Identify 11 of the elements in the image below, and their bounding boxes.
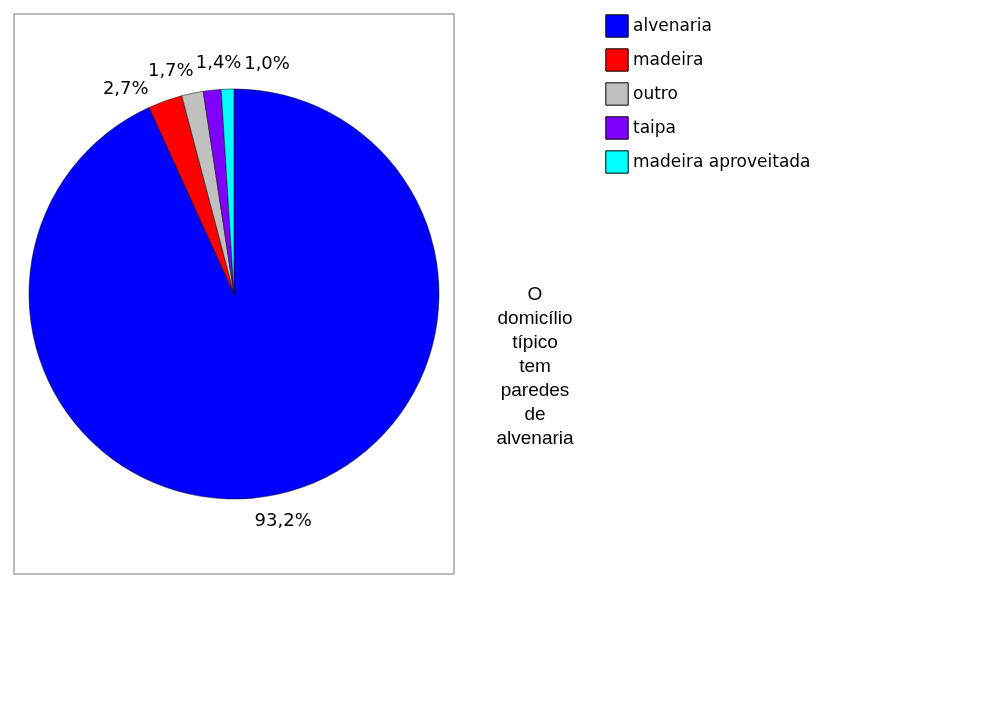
data-label: 1,7% <box>147 58 194 80</box>
legend-label: alvenaria <box>633 15 712 35</box>
legend-label: outro <box>633 83 678 103</box>
legend-label: madeira <box>633 49 704 69</box>
data-label: 1,0% <box>244 52 290 74</box>
data-label: 1,4% <box>195 50 242 72</box>
legend-label: taipa <box>633 117 677 137</box>
text: O domicílio típico tem paredes de alvenaria <box>496 283 574 448</box>
data-label: 93,2% <box>254 508 312 530</box>
data-label: 2,7% <box>102 76 149 98</box>
legend-label: madeira aproveitada <box>633 151 811 171</box>
